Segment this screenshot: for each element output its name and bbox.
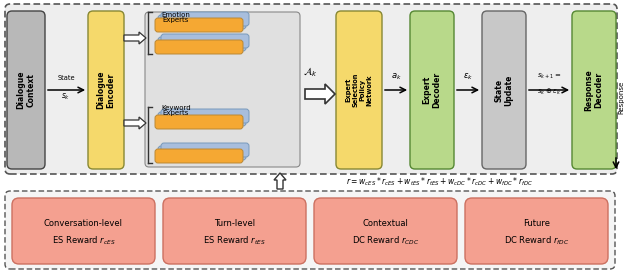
Polygon shape: [305, 84, 335, 104]
Text: State: State: [57, 75, 75, 81]
Text: Response
Decoder: Response Decoder: [584, 69, 604, 111]
Text: Expert
Selection
Policy
Network: Expert Selection Policy Network: [346, 73, 372, 107]
Text: Keyword: Keyword: [161, 105, 191, 111]
FancyBboxPatch shape: [161, 34, 249, 48]
FancyBboxPatch shape: [161, 143, 249, 157]
Text: $r = w_{cES} * r_{cES} + w_{tES} * r_{tES} + w_{cDC} * r_{cDC} + w_{fDC} * r_{fD: $r = w_{cES} * r_{cES} + w_{tES} * r_{tE…: [346, 176, 534, 188]
Text: Experts: Experts: [163, 17, 189, 23]
Text: $\mathcal{A}_k$: $\mathcal{A}_k$: [303, 65, 317, 79]
Text: Contextual: Contextual: [363, 219, 408, 228]
Text: Dialogue
Context: Dialogue Context: [16, 71, 36, 109]
Text: $\varepsilon_k$: $\varepsilon_k$: [463, 72, 473, 82]
FancyBboxPatch shape: [572, 11, 616, 169]
Text: ES Reward $r_{tES}$: ES Reward $r_{tES}$: [203, 235, 266, 247]
FancyBboxPatch shape: [155, 149, 243, 163]
Text: Response: Response: [618, 80, 624, 114]
Text: Emotion: Emotion: [161, 12, 191, 18]
Text: Dialogue
Encoder: Dialogue Encoder: [96, 71, 116, 109]
FancyBboxPatch shape: [158, 146, 246, 160]
Text: ES Reward $r_{cES}$: ES Reward $r_{cES}$: [52, 235, 115, 247]
Text: Conversation-level: Conversation-level: [44, 219, 123, 228]
FancyBboxPatch shape: [336, 11, 382, 169]
FancyBboxPatch shape: [410, 11, 454, 169]
Text: $s_{k+1} =$: $s_{k+1} =$: [537, 72, 561, 81]
FancyBboxPatch shape: [5, 191, 615, 269]
FancyBboxPatch shape: [158, 112, 246, 126]
FancyBboxPatch shape: [7, 11, 45, 169]
FancyBboxPatch shape: [158, 15, 246, 29]
FancyBboxPatch shape: [161, 109, 249, 123]
Text: Future: Future: [523, 219, 550, 228]
FancyBboxPatch shape: [314, 198, 457, 264]
FancyBboxPatch shape: [465, 198, 608, 264]
FancyBboxPatch shape: [155, 18, 243, 32]
FancyBboxPatch shape: [5, 4, 617, 174]
Text: DC Reward $r_{CDC}$: DC Reward $r_{CDC}$: [352, 235, 419, 247]
Polygon shape: [124, 32, 146, 44]
FancyBboxPatch shape: [158, 37, 246, 51]
Polygon shape: [124, 117, 146, 129]
FancyBboxPatch shape: [145, 12, 300, 167]
FancyBboxPatch shape: [88, 11, 124, 169]
Text: $s_k$: $s_k$: [61, 91, 70, 101]
Text: Expert
Decoder: Expert Decoder: [422, 72, 442, 108]
Text: Experts: Experts: [163, 110, 189, 116]
FancyBboxPatch shape: [155, 115, 243, 129]
Polygon shape: [274, 173, 286, 189]
FancyBboxPatch shape: [12, 198, 155, 264]
Text: State
Update: State Update: [494, 74, 514, 106]
Text: $a_k$: $a_k$: [390, 72, 401, 82]
Text: DC Reward $r_{fDC}$: DC Reward $r_{fDC}$: [504, 235, 569, 247]
FancyBboxPatch shape: [163, 198, 306, 264]
Text: Turn-level: Turn-level: [214, 219, 255, 228]
FancyBboxPatch shape: [155, 40, 243, 54]
FancyBboxPatch shape: [482, 11, 526, 169]
Text: $s_k\oplus\varepsilon_k$: $s_k\oplus\varepsilon_k$: [537, 87, 561, 97]
FancyBboxPatch shape: [161, 12, 249, 26]
